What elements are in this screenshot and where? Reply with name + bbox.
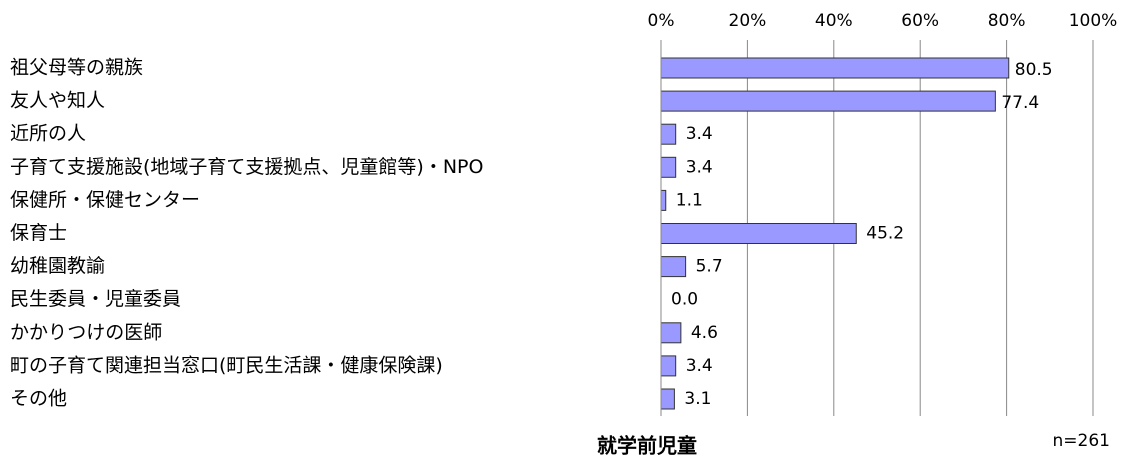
bar [660, 355, 677, 377]
bar [660, 189, 667, 211]
x-tick-label: 60% [901, 11, 939, 31]
sample-size: n=261 [1053, 431, 1110, 451]
bar [660, 57, 1010, 79]
bar [660, 90, 996, 112]
data-label: 3.4 [686, 157, 713, 177]
category-label: 子育て支援施設(地域子育て支援拠点、児童館等)・NPO [10, 156, 483, 178]
bar [660, 388, 675, 410]
bar [660, 156, 677, 178]
category-label: 町の子育て関連担当窓口(町民生活課・健康保険課) [10, 354, 443, 376]
x-tick-label: 20% [729, 11, 767, 31]
category-label: 幼稚園教諭 [10, 255, 105, 277]
category-label: 近所の人 [10, 123, 86, 145]
bar [660, 322, 682, 344]
bar [660, 256, 687, 278]
chart-title: 就学前児童 [597, 434, 697, 458]
data-label: 0.0 [671, 290, 698, 310]
data-label: 4.6 [691, 323, 718, 343]
data-label: 3.1 [684, 389, 711, 409]
x-tick-label: 0% [648, 11, 675, 31]
category-label: 保育士 [10, 222, 67, 244]
data-label: 77.4 [1001, 93, 1039, 113]
category-label: 保健所・保健センター [10, 189, 200, 211]
bar [660, 223, 857, 244]
category-label: 友人や知人 [10, 90, 105, 112]
category-label: かかりつけの医師 [10, 321, 162, 343]
data-label: 80.5 [1015, 60, 1053, 80]
x-tick-label: 100% [1069, 11, 1118, 31]
data-label: 3.4 [686, 124, 713, 144]
data-label: 45.2 [866, 224, 904, 244]
category-label: その他 [10, 388, 67, 410]
data-label: 1.1 [676, 190, 703, 210]
data-label: 5.7 [696, 257, 723, 277]
x-tick-label: 80% [988, 11, 1026, 31]
bar [660, 123, 677, 145]
data-label: 3.4 [686, 356, 713, 376]
x-tick-label: 40% [815, 11, 853, 31]
category-label: 民生委員・児童委員 [10, 288, 181, 310]
category-label: 祖父母等の親族 [10, 57, 143, 79]
